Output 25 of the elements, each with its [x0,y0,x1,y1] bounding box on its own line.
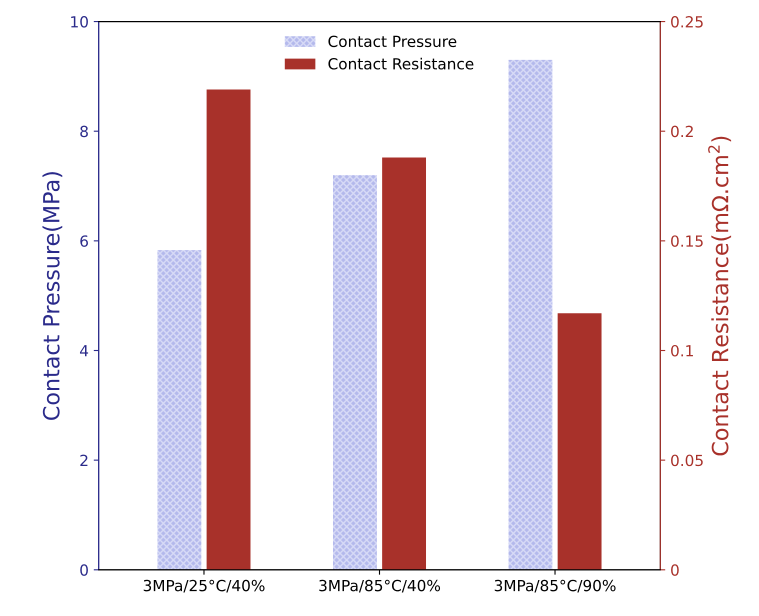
y2-axis-title: Contact Resistance(mΩ.cm$^{2}$) [708,136,732,456]
y-tick-label: 10 [71,16,88,28]
y2-tick-label: 0.2 [671,126,693,138]
y2-tick-label: 0.15 [671,235,703,247]
y-tick-label: 0 [80,564,88,576]
bar [558,313,602,570]
bar [206,90,250,570]
legend-label: Contact Pressure [328,36,456,48]
bar [157,250,202,570]
y-tick-label: 8 [80,126,88,138]
bar [332,175,377,570]
bar [382,158,426,570]
bar [508,60,552,570]
y2-tick-label: 0.1 [671,344,693,357]
y-tick-label: 2 [80,454,88,466]
y2-tick-label: 0.25 [671,16,703,28]
legend-label: Contact Resistance [328,58,474,70]
y2-tick-label: 0 [671,564,679,576]
y-tick-label: 4 [80,345,88,356]
y-axis-title: Contact Pressure(MPa) [42,172,62,420]
x-tick-label: 3MPa/25°C/40% [144,580,265,593]
x-tick-label: 3MPa/85°C/40% [319,580,440,593]
y2-tick-label: 0.05 [671,454,703,466]
y-tick-label: 6 [80,235,88,247]
x-tick-label: 3MPa/85°C/90% [494,580,616,593]
